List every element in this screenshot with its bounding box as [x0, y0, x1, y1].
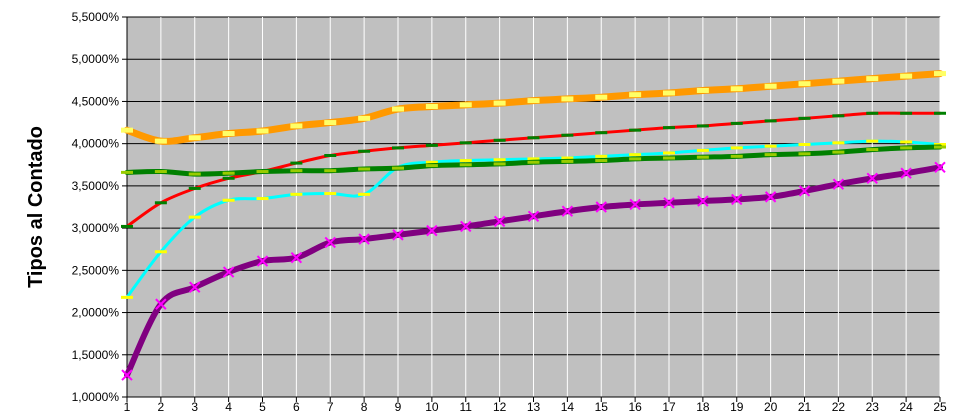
series-5-point	[900, 167, 912, 179]
series-5-point	[493, 215, 506, 228]
x-tick-label: 25	[933, 400, 947, 414]
x-tick-label: 12	[493, 400, 507, 414]
x-tick-label: 10	[425, 400, 439, 414]
series-5-point	[527, 210, 540, 222]
y-tick-label: 5,0000%	[72, 52, 120, 66]
y-tick-label: 4,5000%	[72, 94, 120, 108]
x-tick-label: 14	[561, 400, 575, 414]
series-5-point	[256, 255, 269, 267]
y-tick-label: 3,5000%	[72, 179, 120, 193]
series-5-point	[697, 195, 709, 207]
y-axis-label: Tipos al Contado	[25, 126, 47, 288]
y-tick-label: 5,5000%	[72, 10, 120, 24]
series-5-point	[764, 191, 777, 203]
x-tick-label: 24	[899, 400, 913, 414]
y-tick-label: 2,0000%	[72, 306, 120, 320]
series-5-point	[832, 178, 845, 190]
x-tick-label: 5	[259, 400, 266, 414]
y-tick-label: 1,0000%	[72, 390, 120, 404]
x-tick-label: 21	[798, 400, 812, 414]
series-5-point	[426, 224, 438, 237]
x-tick-label: 3	[191, 400, 198, 414]
y-tick-label: 2,5000%	[72, 263, 120, 277]
series-5-point	[324, 236, 336, 249]
x-tick-label: 20	[764, 400, 778, 414]
x-tick-label: 19	[730, 400, 744, 414]
y-tick-label: 1,5000%	[72, 348, 120, 362]
series-5-point	[189, 281, 201, 293]
x-tick-label: 18	[696, 400, 710, 414]
series-5-point	[595, 201, 607, 213]
x-tick-label: 9	[395, 400, 402, 414]
series-5-point	[290, 251, 303, 264]
series-5-point	[222, 266, 235, 278]
y-tick-label: 3,0000%	[72, 221, 120, 235]
x-axis-ticks: 1 2 3 4 5 6 7 8 9 10 11 12 13 14 15 16 17 18 19 20 21 22 23 24 2…	[124, 396, 947, 414]
x-tick-label: 22	[832, 400, 846, 414]
x-tick-label: 8	[361, 400, 368, 414]
series-5-point	[731, 193, 743, 206]
x-tick-label: 23	[866, 400, 880, 414]
x-tick-label: 11	[460, 400, 473, 414]
x-tick-label: 4	[225, 400, 232, 414]
x-tick-label: 2	[158, 400, 165, 414]
x-tick-label: 1	[124, 400, 131, 414]
series-5-point	[629, 198, 641, 211]
x-tick-label: 15	[595, 400, 609, 414]
series-5-point	[866, 172, 878, 184]
x-tick-label: 13	[527, 400, 541, 414]
series-5-point	[121, 369, 133, 381]
series-5-point	[155, 298, 167, 310]
x-tick-label: 17	[662, 400, 676, 414]
x-tick-label: 7	[327, 400, 334, 414]
series-5-point	[358, 233, 370, 245]
x-tick-label: 6	[293, 400, 300, 414]
series-5-point	[392, 229, 404, 241]
y-axis-ticks: 1,0000% 1,5000% 2,0000% 2,5000% 3,0000% 3,500…	[72, 10, 128, 404]
series-lines	[121, 70, 946, 381]
series-5-point	[460, 220, 472, 233]
y-tick-label: 4,0000%	[72, 137, 120, 151]
series-5-point	[934, 161, 946, 174]
series-5-point	[561, 205, 574, 217]
series-5-point	[663, 197, 675, 209]
series-5-point	[798, 185, 811, 197]
x-tick-label: 16	[628, 400, 642, 414]
